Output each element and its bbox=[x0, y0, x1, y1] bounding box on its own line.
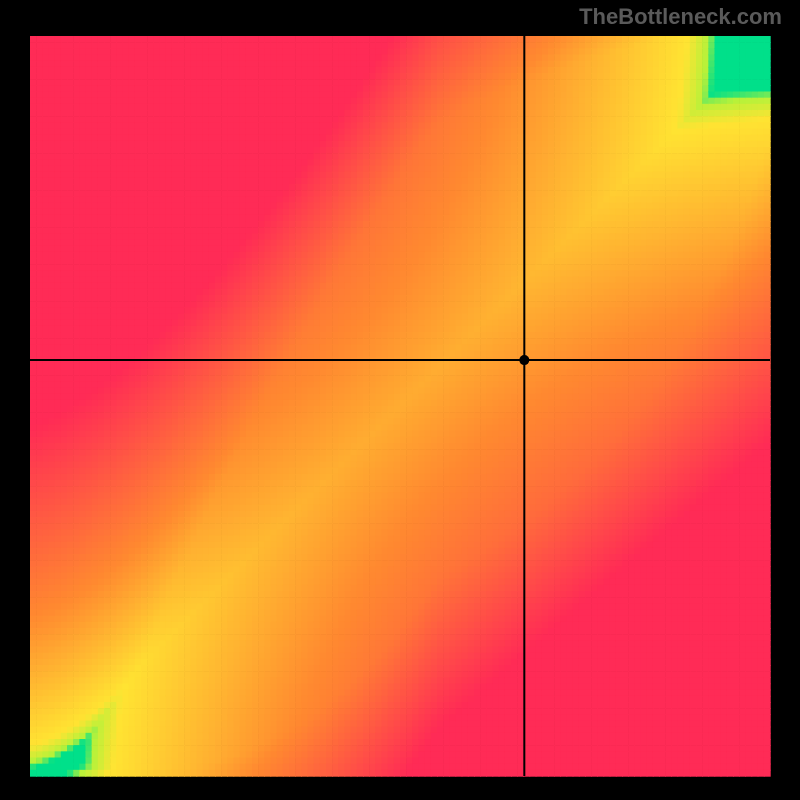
bottleneck-heatmap-canvas bbox=[0, 0, 800, 800]
watermark-text: TheBottleneck.com bbox=[579, 4, 782, 30]
chart-container: TheBottleneck.com bbox=[0, 0, 800, 800]
